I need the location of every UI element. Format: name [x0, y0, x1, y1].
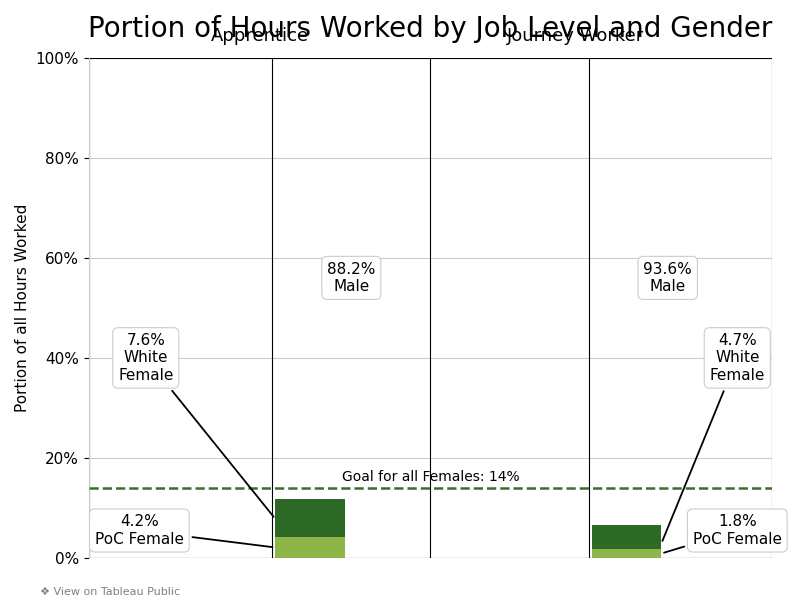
- Text: 7.6%
White
Female: 7.6% White Female: [118, 333, 274, 517]
- Text: 4.2%
PoC Female: 4.2% PoC Female: [95, 514, 273, 547]
- Bar: [592, 549, 662, 558]
- Text: 88.2%
Male: 88.2% Male: [327, 262, 375, 294]
- Text: Goal for all Females: 14%: Goal for all Females: 14%: [342, 470, 519, 484]
- Bar: [275, 537, 345, 558]
- Text: 4.7%
White
Female: 4.7% White Female: [662, 333, 765, 541]
- Text: 1.8%
PoC Female: 1.8% PoC Female: [664, 514, 782, 553]
- Title: Portion of Hours Worked by Job Level and Gender: Portion of Hours Worked by Job Level and…: [88, 15, 773, 43]
- Y-axis label: Portion of all Hours Worked: Portion of all Hours Worked: [15, 204, 30, 412]
- Text: Journey Worker: Journey Worker: [507, 28, 645, 46]
- Text: Apprentice: Apprentice: [210, 28, 309, 46]
- Text: 93.6%
Male: 93.6% Male: [643, 262, 692, 294]
- Bar: [275, 499, 345, 537]
- Text: ❖ View on Tableau Public: ❖ View on Tableau Public: [40, 587, 180, 597]
- Bar: [592, 526, 662, 549]
